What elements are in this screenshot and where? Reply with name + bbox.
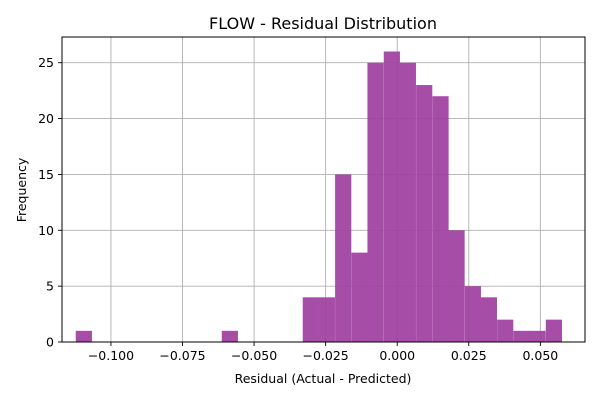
histogram-bar [318, 297, 335, 342]
x-tick-label: 0.050 [522, 348, 558, 363]
chart-title: FLOW - Residual Distribution [209, 14, 437, 33]
histogram-bar [545, 319, 562, 342]
y-tick-label: 25 [38, 55, 54, 70]
histogram-bar [399, 62, 416, 342]
x-tick-label: −0.075 [159, 348, 205, 363]
y-tick-label: 0 [46, 335, 54, 350]
histogram-bars [75, 51, 562, 343]
histogram-bar [513, 330, 530, 342]
histogram-bar [221, 330, 238, 342]
y-tick-label: 20 [38, 111, 54, 126]
histogram-bar [351, 252, 368, 342]
x-tick-label: −0.050 [231, 348, 277, 363]
histogram-bar [367, 62, 384, 342]
histogram-bar [497, 319, 514, 342]
y-tick-label: 10 [38, 223, 54, 238]
x-tick-label: −0.025 [303, 348, 349, 363]
plot-frame [61, 36, 586, 343]
histogram-bar [383, 51, 400, 343]
histogram-bar [302, 297, 319, 342]
histogram-bar [480, 297, 498, 342]
histogram-bar [432, 96, 449, 342]
x-axis-label: Residual (Actual - Predicted) [235, 371, 412, 386]
histogram-bar [448, 230, 465, 342]
y-tick-label: 5 [46, 279, 54, 294]
y-axis-label: Frequency [14, 157, 29, 222]
histogram-bar [75, 330, 92, 342]
histogram-bar [464, 286, 481, 342]
x-tick-label: 0.025 [451, 348, 487, 363]
histogram-bar [529, 330, 546, 342]
histogram-bar [335, 174, 352, 342]
grid-lines [62, 37, 585, 343]
x-tick-label: 0.000 [379, 348, 415, 363]
histogram-bar [416, 85, 433, 343]
y-tick-label: 15 [38, 167, 54, 182]
x-tick-label: −0.100 [88, 348, 134, 363]
axis-ticks: −0.100 −0.075 −0.050 −0.025 0.000 0.025 0.050 0… [38, 55, 558, 363]
